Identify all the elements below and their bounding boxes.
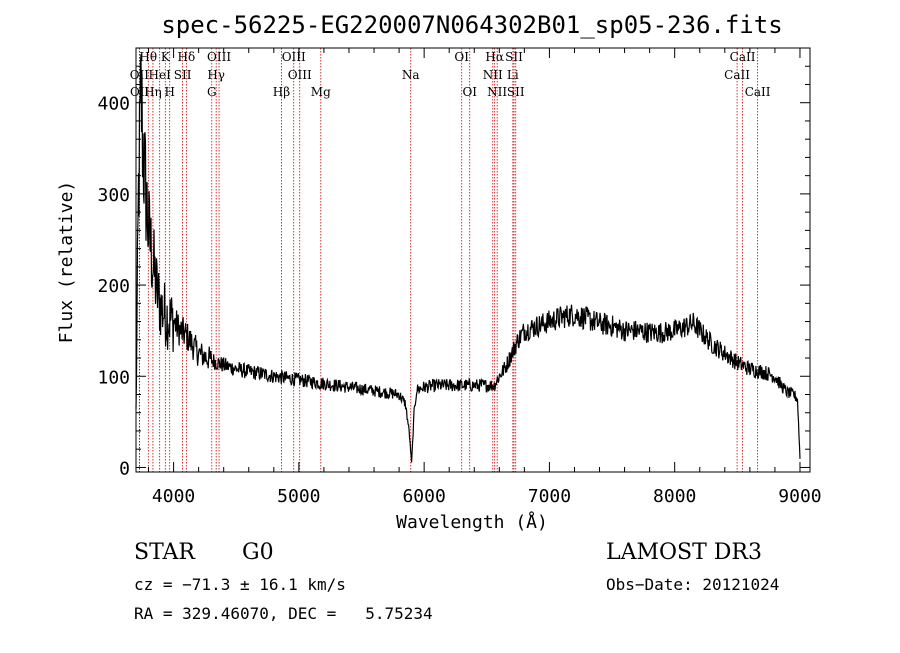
line-label-16: Li [507, 68, 519, 82]
line-label-26: SII [507, 85, 525, 99]
redshift-text: cz = −71.3 ± 16.1 km/s [134, 575, 346, 594]
line-label-7: SII [505, 50, 523, 64]
line-label-6: Hα [485, 50, 504, 64]
line-label-10: HeI [149, 68, 172, 82]
x-tick-label-2: 6000 [402, 486, 445, 507]
line-label-9: OII [130, 68, 150, 82]
y-tick-label-0: 0 [119, 458, 130, 479]
line-label-11: SII [174, 68, 192, 82]
line-label-27: CaII [745, 85, 771, 99]
y-tick-label-1: 100 [97, 367, 130, 388]
line-label-25: NII [487, 85, 507, 99]
x-tick-label-5: 9000 [778, 486, 821, 507]
line-label-4: OIII [282, 50, 306, 64]
spectral-line-markers [138, 48, 759, 472]
chart-title: spec-56225-EG220007N064302B01_sp05-236.f… [161, 11, 782, 39]
x-tick-label-3: 7000 [528, 486, 571, 507]
x-tick-label-0: 4000 [152, 486, 195, 507]
plot-frame [135, 47, 811, 473]
line-label-19: Hη [144, 85, 162, 99]
x-axis-label: Wavelength (Å) [396, 511, 548, 533]
line-label-14: Na [402, 68, 420, 82]
observation-date: Obs−Date: 20121024 [606, 575, 780, 594]
line-label-24: OI [462, 85, 477, 99]
line-label-20: H [164, 85, 174, 99]
y-tick-label-3: 300 [97, 185, 130, 206]
line-label-2: Hδ [178, 50, 196, 64]
x-axis: 4000 5000 6000 7000 8000 9000 [148, 48, 822, 507]
y-axis-label: Flux (relative) [56, 181, 77, 344]
line-label-23: Mg [311, 85, 331, 99]
y-axis: 0 100 200 300 400 [97, 65, 810, 479]
survey-name: LAMOST DR3 [606, 540, 762, 565]
line-label-0: Hθ [139, 50, 157, 64]
x-tick-label-4: 8000 [653, 486, 696, 507]
x-tick-label-1: 5000 [277, 486, 320, 507]
y-tick-label-4: 400 [97, 94, 130, 115]
line-label-13: OIII [288, 68, 312, 82]
line-label-3: OIII [207, 50, 231, 64]
line-label-5: OI [454, 50, 469, 64]
object-class: STAR [134, 540, 195, 565]
object-subclass: G0 [242, 540, 274, 565]
spectrum-series [135, 54, 801, 463]
line-label-17: CaII [724, 68, 750, 82]
line-label-15: NII [483, 68, 503, 82]
coordinates-text: RA = 329.46070, DEC = 5.75234 [134, 604, 433, 623]
line-label-22: Hβ [273, 85, 290, 99]
line-label-12: Hγ [207, 68, 225, 82]
line-label-8: CaII [730, 50, 756, 64]
y-tick-label-2: 200 [97, 276, 130, 297]
line-label-21: G [207, 85, 217, 99]
line-label-1: K [161, 50, 171, 64]
